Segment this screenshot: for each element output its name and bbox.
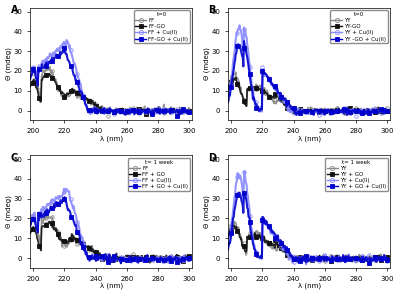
X-axis label: λ (nm): λ (nm) <box>100 283 123 289</box>
Text: C: C <box>10 153 18 163</box>
X-axis label: λ (nm): λ (nm) <box>298 283 321 289</box>
Y-axis label: Θ (mdeg): Θ (mdeg) <box>6 195 12 228</box>
Legend: YY, YY-GO, YY + Cu(II), YY -GO + Cu(II): YY, YY-GO, YY + Cu(II), YY -GO + Cu(II) <box>330 10 388 43</box>
Legend: FF, FF-GO, FF + Cu(II), FF-GO + Cu(II): FF, FF-GO, FF + Cu(II), FF-GO + Cu(II) <box>134 10 190 43</box>
Text: A: A <box>10 5 18 15</box>
Y-axis label: Θ (mdeg): Θ (mdeg) <box>6 47 12 81</box>
Y-axis label: Θ (mdeg): Θ (mdeg) <box>204 47 210 81</box>
X-axis label: λ (nm): λ (nm) <box>298 135 321 142</box>
Y-axis label: Θ (mdeg): Θ (mdeg) <box>204 195 210 228</box>
Text: B: B <box>208 5 216 15</box>
Legend: YY, YY + GO, YY + Cu(II), YY + GO + Cu(II): YY, YY + GO, YY + Cu(II), YY + GO + Cu(I… <box>325 158 388 191</box>
Text: D: D <box>208 153 216 163</box>
X-axis label: λ (nm): λ (nm) <box>100 135 123 142</box>
Legend: FF, FF + GO, FF + Cu(II), FF + GO + Cu(II): FF, FF + GO, FF + Cu(II), FF + GO + Cu(I… <box>128 158 190 191</box>
